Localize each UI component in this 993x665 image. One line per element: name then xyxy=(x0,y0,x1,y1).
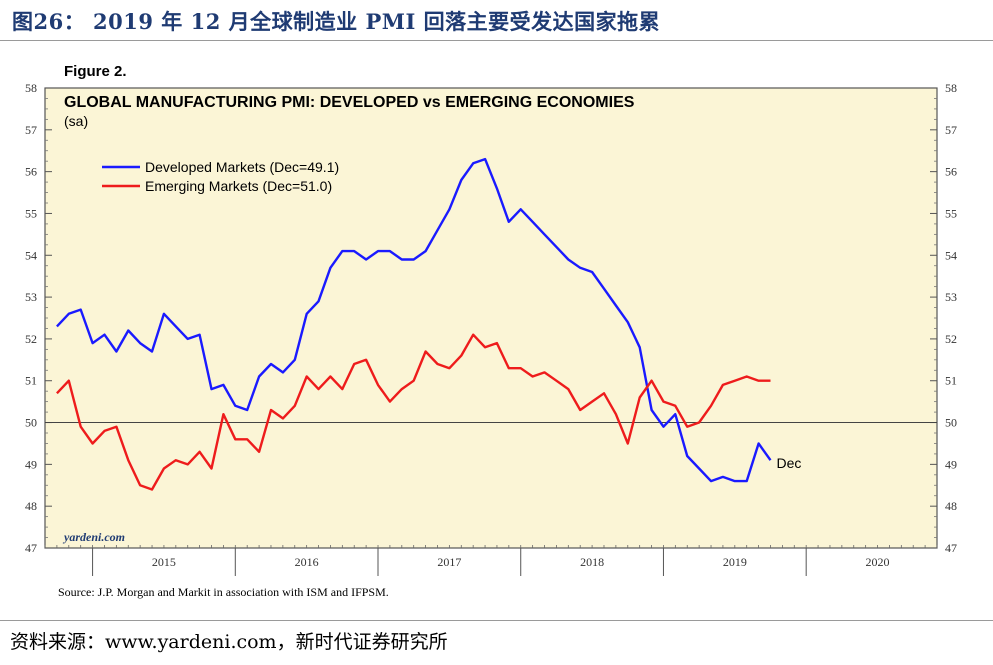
page-source: 资料来源：www.yardeni.com，新时代证券研究所 xyxy=(10,631,448,653)
x-year-label: 2016 xyxy=(295,555,319,569)
bottom-divider xyxy=(0,620,993,621)
legend-emerging-label: Emerging Markets (Dec=51.0) xyxy=(145,178,332,194)
y-tick-label-left: 56 xyxy=(25,165,37,179)
y-tick-label-left: 50 xyxy=(25,416,37,430)
y-tick-label-left: 48 xyxy=(25,499,37,513)
legend-developed-label: Developed Markets (Dec=49.1) xyxy=(145,159,339,175)
y-tick-label-left: 51 xyxy=(25,374,37,388)
y-tick-label-left: 52 xyxy=(25,332,37,346)
x-year-label: 2018 xyxy=(580,555,604,569)
end-annotation: Dec xyxy=(776,455,801,471)
y-tick-label-right: 56 xyxy=(945,165,957,179)
y-tick-label-right: 55 xyxy=(945,206,957,220)
y-tick-label-left: 55 xyxy=(25,206,37,220)
y-tick-label-left: 54 xyxy=(25,248,37,262)
x-year-label: 2020 xyxy=(866,555,890,569)
page-title: 图26： 2019 年 12 月全球制造业 PMI 回落主要受发达国家拖累 xyxy=(12,9,661,34)
x-year-label: 2015 xyxy=(152,555,176,569)
emerging-markets-line xyxy=(56,333,771,491)
axes: 47 47 48 48 49 49 50 50 51 51 52 52 53 53 54 54 55 55 56 56… xyxy=(25,81,957,576)
chart-source: Source: J.P. Morgan and Markit in associ… xyxy=(58,585,389,599)
y-tick-label-left: 49 xyxy=(25,457,37,471)
y-tick-label-right: 50 xyxy=(945,416,957,430)
y-tick-label-right: 52 xyxy=(945,332,957,346)
chart-subtitle: (sa) xyxy=(64,113,88,129)
y-tick-label-left: 57 xyxy=(25,123,37,137)
y-tick-label-right: 57 xyxy=(945,123,957,137)
y-tick-label-left: 58 xyxy=(25,81,37,95)
y-tick-label-left: 53 xyxy=(25,290,37,304)
x-year-label: 2019 xyxy=(723,555,747,569)
y-tick-label-right: 53 xyxy=(945,290,957,304)
watermark: yardeni.com xyxy=(62,530,125,544)
plot-area xyxy=(44,87,938,549)
y-tick-label-right: 48 xyxy=(945,499,957,513)
y-tick-label-right: 47 xyxy=(945,541,957,555)
y-tick-label-left: 47 xyxy=(25,541,37,555)
x-year-label: 2017 xyxy=(437,555,461,569)
top-divider xyxy=(0,40,993,41)
figure-label: Figure 2. xyxy=(64,63,127,80)
chart-title: GLOBAL MANUFACTURING PMI: DEVELOPED vs E… xyxy=(64,94,635,111)
pmi-line-chart: Figure 2. GLOBAL MANUFACTURING PMI: DEVE… xyxy=(25,63,957,599)
developed-markets-line xyxy=(56,157,772,483)
legend: Developed Markets (Dec=49.1) Emerging Ma… xyxy=(102,159,339,194)
y-tick-label-right: 54 xyxy=(945,248,957,262)
y-tick-label-right: 49 xyxy=(945,457,957,471)
y-tick-label-right: 51 xyxy=(945,374,957,388)
y-tick-label-right: 58 xyxy=(945,81,957,95)
